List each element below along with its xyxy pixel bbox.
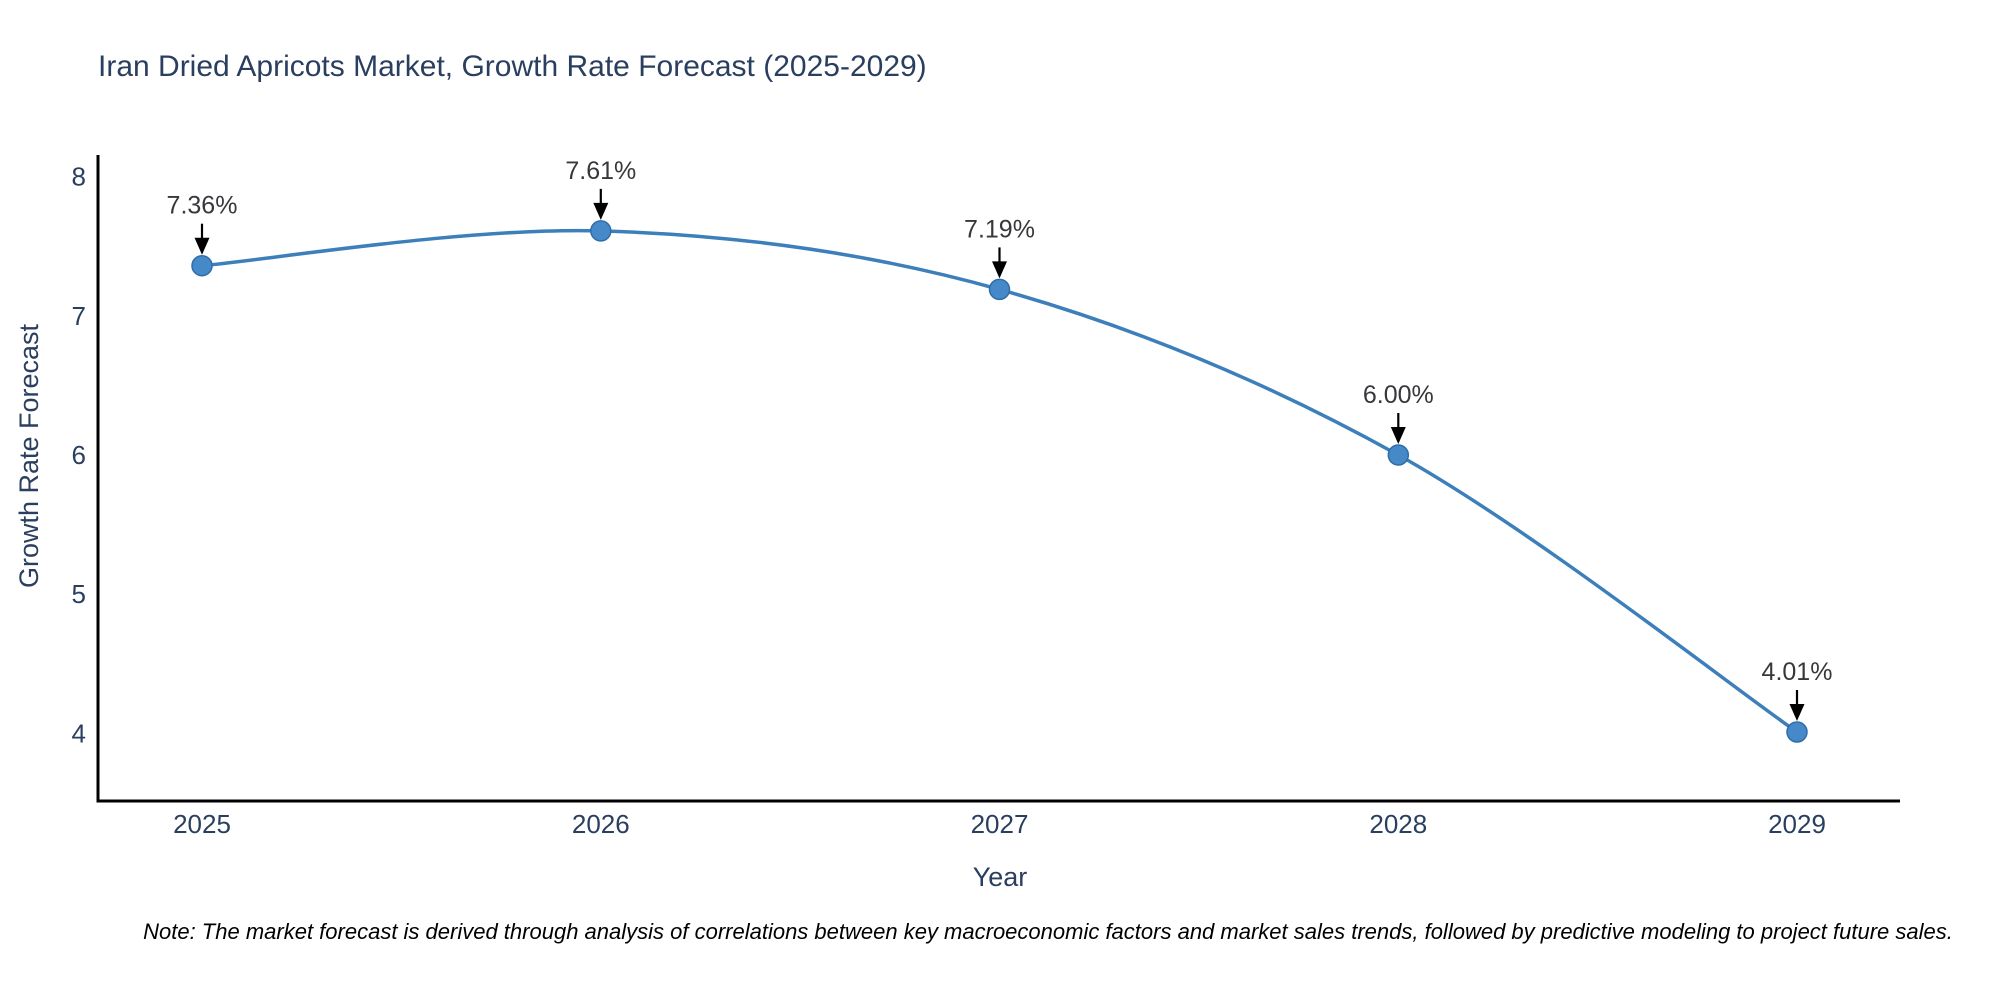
y-tick-label: 5 <box>72 579 86 609</box>
annotation-arrowhead-icon <box>194 237 210 255</box>
data-point-label: 4.01% <box>1762 658 1833 686</box>
point-annotations: 7.36% 7.61% 7.19% 6.00% 4.01% <box>167 157 1833 721</box>
x-tick-label: 2028 <box>1369 809 1427 839</box>
data-point-marker[interactable] <box>1786 721 1808 743</box>
annotation-arrowhead-icon <box>593 202 609 220</box>
chart-title: Iran Dried Apricots Market, Growth Rate … <box>98 50 927 83</box>
annotation-arrowhead-icon <box>992 261 1007 279</box>
y-tick-label: 7 <box>72 301 86 331</box>
data-point-label: 7.61% <box>565 157 636 185</box>
y-tick-label: 4 <box>72 718 86 748</box>
data-point-label: 7.36% <box>167 192 238 220</box>
footnote: Note: The market forecast is derived thr… <box>143 919 1953 944</box>
x-tick-label: 2027 <box>971 809 1029 839</box>
y-tick-label: 8 <box>72 162 86 192</box>
data-point-marker[interactable] <box>988 278 1011 301</box>
x-tick-label: 2029 <box>1768 809 1826 839</box>
series-line <box>200 228 1799 734</box>
data-point-marker[interactable] <box>590 220 612 242</box>
data-point-marker[interactable] <box>191 254 213 277</box>
data-point-marker[interactable] <box>1387 444 1410 466</box>
y-axis-title: Growth Rate Forecast <box>14 323 44 588</box>
data-point-label: 6.00% <box>1363 381 1434 409</box>
annotation-arrowhead-icon <box>1789 704 1805 721</box>
x-axis-tick-labels: 2025 2026 2027 2028 2029 <box>173 809 1826 839</box>
y-axis-tick-labels: 4 5 6 7 8 <box>72 162 86 749</box>
x-tick-label: 2026 <box>572 809 630 839</box>
annotation-arrowhead-icon <box>1390 427 1406 444</box>
y-tick-label: 6 <box>72 440 86 470</box>
x-axis-title: Year <box>973 862 1028 892</box>
x-tick-label: 2025 <box>173 809 231 839</box>
data-point-markers <box>191 220 1808 743</box>
data-point-label: 7.19% <box>964 215 1035 243</box>
